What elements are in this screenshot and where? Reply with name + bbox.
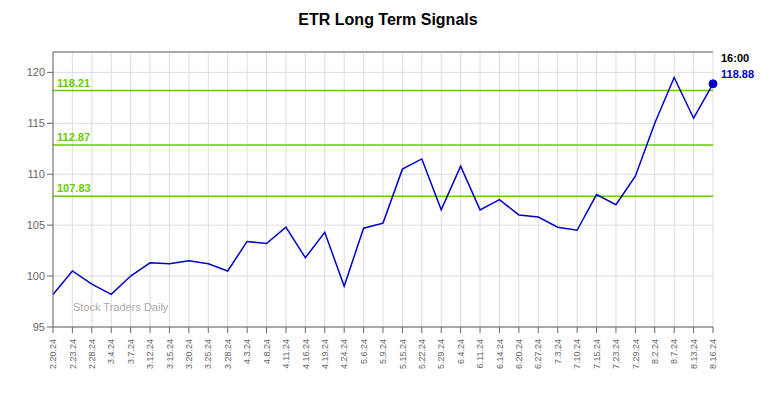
svg-text:2.23.24: 2.23.24: [68, 339, 78, 369]
svg-text:5.6.24: 5.6.24: [359, 339, 369, 364]
svg-text:16:00: 16:00: [721, 52, 749, 64]
svg-text:3.20.24: 3.20.24: [184, 339, 194, 369]
html-text:ETR Long Term Signals: ETR Long Term Signals: [298, 11, 478, 28]
svg-text:4.19.24: 4.19.24: [320, 339, 330, 369]
svg-text:105: 105: [27, 219, 45, 231]
svg-text:5.9.24: 5.9.24: [378, 339, 388, 364]
svg-text:7.23.24: 7.23.24: [611, 339, 621, 369]
svg-text:6.11.24: 6.11.24: [475, 339, 485, 368]
svg-text:118.21: 118.21: [57, 77, 90, 89]
svg-text:6.27.24: 6.27.24: [533, 339, 543, 369]
svg-text:5.29.24: 5.29.24: [436, 339, 446, 369]
svg-text:118.88: 118.88: [721, 68, 754, 80]
svg-text:4.3.24: 4.3.24: [242, 339, 252, 364]
svg-text:3.7.24: 3.7.24: [126, 339, 136, 364]
svg-text:3.28.24: 3.28.24: [223, 339, 233, 369]
svg-text:8.13.24: 8.13.24: [689, 339, 699, 369]
svg-text:100: 100: [27, 270, 45, 282]
svg-text:4.11.24: 4.11.24: [281, 339, 291, 368]
svg-text:2.28.24: 2.28.24: [87, 339, 97, 369]
svg-text:3.12.24: 3.12.24: [145, 339, 155, 369]
svg-text:3.4.24: 3.4.24: [106, 339, 116, 364]
svg-text:115: 115: [27, 117, 45, 129]
svg-text:7.15.24: 7.15.24: [592, 339, 602, 369]
svg-text:8.16.24: 8.16.24: [708, 339, 718, 369]
svg-text:8.2.24: 8.2.24: [650, 339, 660, 364]
svg-text:6.14.24: 6.14.24: [495, 339, 505, 369]
svg-text:112.87: 112.87: [57, 131, 90, 143]
svg-text:7.3.24: 7.3.24: [553, 339, 563, 364]
svg-text:6.20.24: 6.20.24: [514, 339, 524, 369]
svg-text:6.4.24: 6.4.24: [456, 339, 466, 364]
svg-text:2.20.24: 2.20.24: [48, 339, 58, 369]
svg-text:110: 110: [27, 168, 45, 180]
svg-text:4.16.24: 4.16.24: [301, 339, 311, 369]
svg-text:3.15.24: 3.15.24: [165, 339, 175, 369]
svg-text:5.22.24: 5.22.24: [417, 339, 427, 369]
svg-text:8.7.24: 8.7.24: [669, 339, 679, 364]
html-text:Stock Traders Daily: Stock Traders Daily: [73, 301, 169, 313]
svg-text:4.8.24: 4.8.24: [262, 339, 272, 364]
svg-text:4.24.24: 4.24.24: [339, 339, 349, 369]
svg-text:3.25.24: 3.25.24: [203, 339, 213, 369]
svg-text:7.29.24: 7.29.24: [631, 339, 641, 369]
svg-text:120: 120: [27, 66, 45, 78]
svg-text:5.15.24: 5.15.24: [398, 339, 408, 369]
svg-text:95: 95: [33, 321, 45, 333]
svg-text:107.83: 107.83: [57, 182, 91, 194]
svg-text:7.10.24: 7.10.24: [572, 339, 582, 369]
